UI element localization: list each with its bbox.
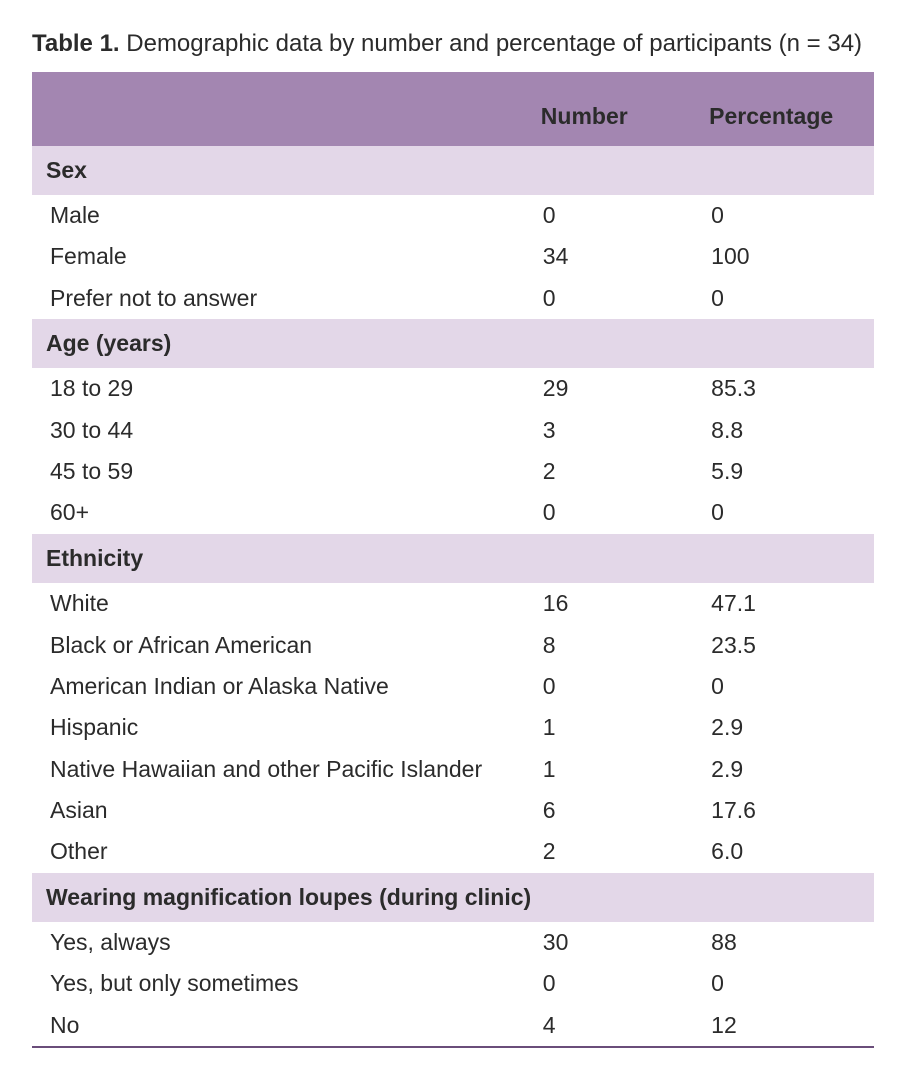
row-percentage: 6.0 (697, 831, 874, 872)
row-label: Prefer not to answer (32, 278, 529, 319)
row-number: 29 (529, 368, 697, 409)
row-label: Black or African American (32, 625, 529, 666)
row-number: 0 (529, 195, 697, 236)
row-percentage: 47.1 (697, 583, 874, 624)
row-number: 8 (529, 625, 697, 666)
row-label: Female (32, 236, 529, 277)
row-number: 0 (529, 492, 697, 533)
table-row: American Indian or Alaska Native00 (32, 666, 874, 707)
table-row: Asian617.6 (32, 790, 874, 831)
row-number: 2 (529, 831, 697, 872)
row-percentage: 100 (697, 236, 874, 277)
table-header-number: Number (529, 72, 697, 145)
table-row: Native Hawaiian and other Pacific Island… (32, 749, 874, 790)
table-group-row: Age (years) (32, 319, 874, 368)
table-body: SexMale00Female34100Prefer not to answer… (32, 146, 874, 1047)
table-row: Male00 (32, 195, 874, 236)
row-label: Yes, but only sometimes (32, 963, 529, 1004)
table-group-row: Ethnicity (32, 534, 874, 583)
row-percentage: 0 (697, 963, 874, 1004)
table-group-title: Age (years) (32, 319, 874, 368)
row-number: 4 (529, 1005, 697, 1047)
row-percentage: 0 (697, 278, 874, 319)
row-percentage: 0 (697, 666, 874, 707)
row-label: Male (32, 195, 529, 236)
row-number: 30 (529, 922, 697, 963)
row-label: American Indian or Alaska Native (32, 666, 529, 707)
row-percentage: 5.9 (697, 451, 874, 492)
row-percentage: 23.5 (697, 625, 874, 666)
row-percentage: 88 (697, 922, 874, 963)
table-row: 18 to 292985.3 (32, 368, 874, 409)
row-label: White (32, 583, 529, 624)
table-row: 30 to 4438.8 (32, 410, 874, 451)
row-label: Hispanic (32, 707, 529, 748)
row-percentage: 0 (697, 492, 874, 533)
table-group-row: Wearing magnification loupes (during cli… (32, 873, 874, 922)
table-group-row: Sex (32, 146, 874, 195)
row-percentage: 2.9 (697, 707, 874, 748)
row-number: 6 (529, 790, 697, 831)
row-label: Yes, always (32, 922, 529, 963)
table-row: Female34100 (32, 236, 874, 277)
table-row: Yes, but only sometimes00 (32, 963, 874, 1004)
table-row: Other26.0 (32, 831, 874, 872)
table-row: Black or African American823.5 (32, 625, 874, 666)
row-percentage: 8.8 (697, 410, 874, 451)
table-container: Table 1. Demographic data by number and … (0, 0, 906, 1076)
table-caption-text: Demographic data by number and percentag… (120, 30, 862, 57)
table-header-percentage: Percentage (697, 72, 874, 145)
row-number: 34 (529, 236, 697, 277)
row-number: 1 (529, 749, 697, 790)
table-row: 60+00 (32, 492, 874, 533)
table-group-title: Sex (32, 146, 874, 195)
table-row: White1647.1 (32, 583, 874, 624)
row-number: 1 (529, 707, 697, 748)
table-group-title: Ethnicity (32, 534, 874, 583)
row-number: 2 (529, 451, 697, 492)
row-label: 18 to 29 (32, 368, 529, 409)
table-row: Hispanic12.9 (32, 707, 874, 748)
row-percentage: 2.9 (697, 749, 874, 790)
row-label: 30 to 44 (32, 410, 529, 451)
table-row: No412 (32, 1005, 874, 1047)
row-number: 0 (529, 963, 697, 1004)
row-label: Asian (32, 790, 529, 831)
table-caption-label: Table 1. (32, 30, 120, 57)
row-label: Other (32, 831, 529, 872)
row-label: Native Hawaiian and other Pacific Island… (32, 749, 529, 790)
row-number: 3 (529, 410, 697, 451)
row-number: 0 (529, 278, 697, 319)
table-group-title: Wearing magnification loupes (during cli… (32, 873, 874, 922)
row-number: 0 (529, 666, 697, 707)
table-row: Yes, always3088 (32, 922, 874, 963)
row-percentage: 85.3 (697, 368, 874, 409)
row-number: 16 (529, 583, 697, 624)
table-row: Prefer not to answer00 (32, 278, 874, 319)
table-header-blank (32, 72, 529, 145)
table-header-row: Number Percentage (32, 72, 874, 145)
row-label: No (32, 1005, 529, 1047)
row-percentage: 0 (697, 195, 874, 236)
row-label: 45 to 59 (32, 451, 529, 492)
row-percentage: 12 (697, 1005, 874, 1047)
row-label: 60+ (32, 492, 529, 533)
demographic-table: Number Percentage SexMale00Female34100Pr… (32, 72, 874, 1048)
table-caption: Table 1. Demographic data by number and … (32, 28, 874, 60)
row-percentage: 17.6 (697, 790, 874, 831)
table-row: 45 to 5925.9 (32, 451, 874, 492)
